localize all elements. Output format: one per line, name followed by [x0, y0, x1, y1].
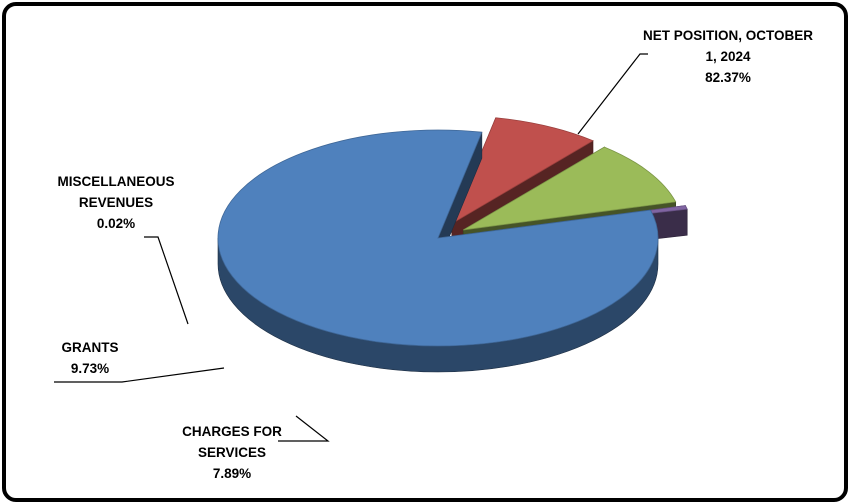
pie-chart: NET POSITION, OCTOBER 1, 2024 82.37% CHARGE…	[54, 28, 813, 481]
leader-line-0	[577, 53, 648, 135]
pie-slice-0	[217, 129, 659, 373]
slice-label-1: CHARGES FOR SERVICES 7.89%	[182, 424, 282, 481]
slice-label-0: NET POSITION, OCTOBER 1, 2024 82.37%	[643, 28, 813, 85]
leader-line-1	[278, 415, 330, 442]
slice-label-2: GRANTS 9.73%	[62, 340, 119, 376]
slice-label-3: MISCELLANEOUS REVENUES 0.02%	[57, 174, 174, 231]
leader-line-2	[54, 367, 225, 383]
leader-line-3	[144, 236, 189, 325]
